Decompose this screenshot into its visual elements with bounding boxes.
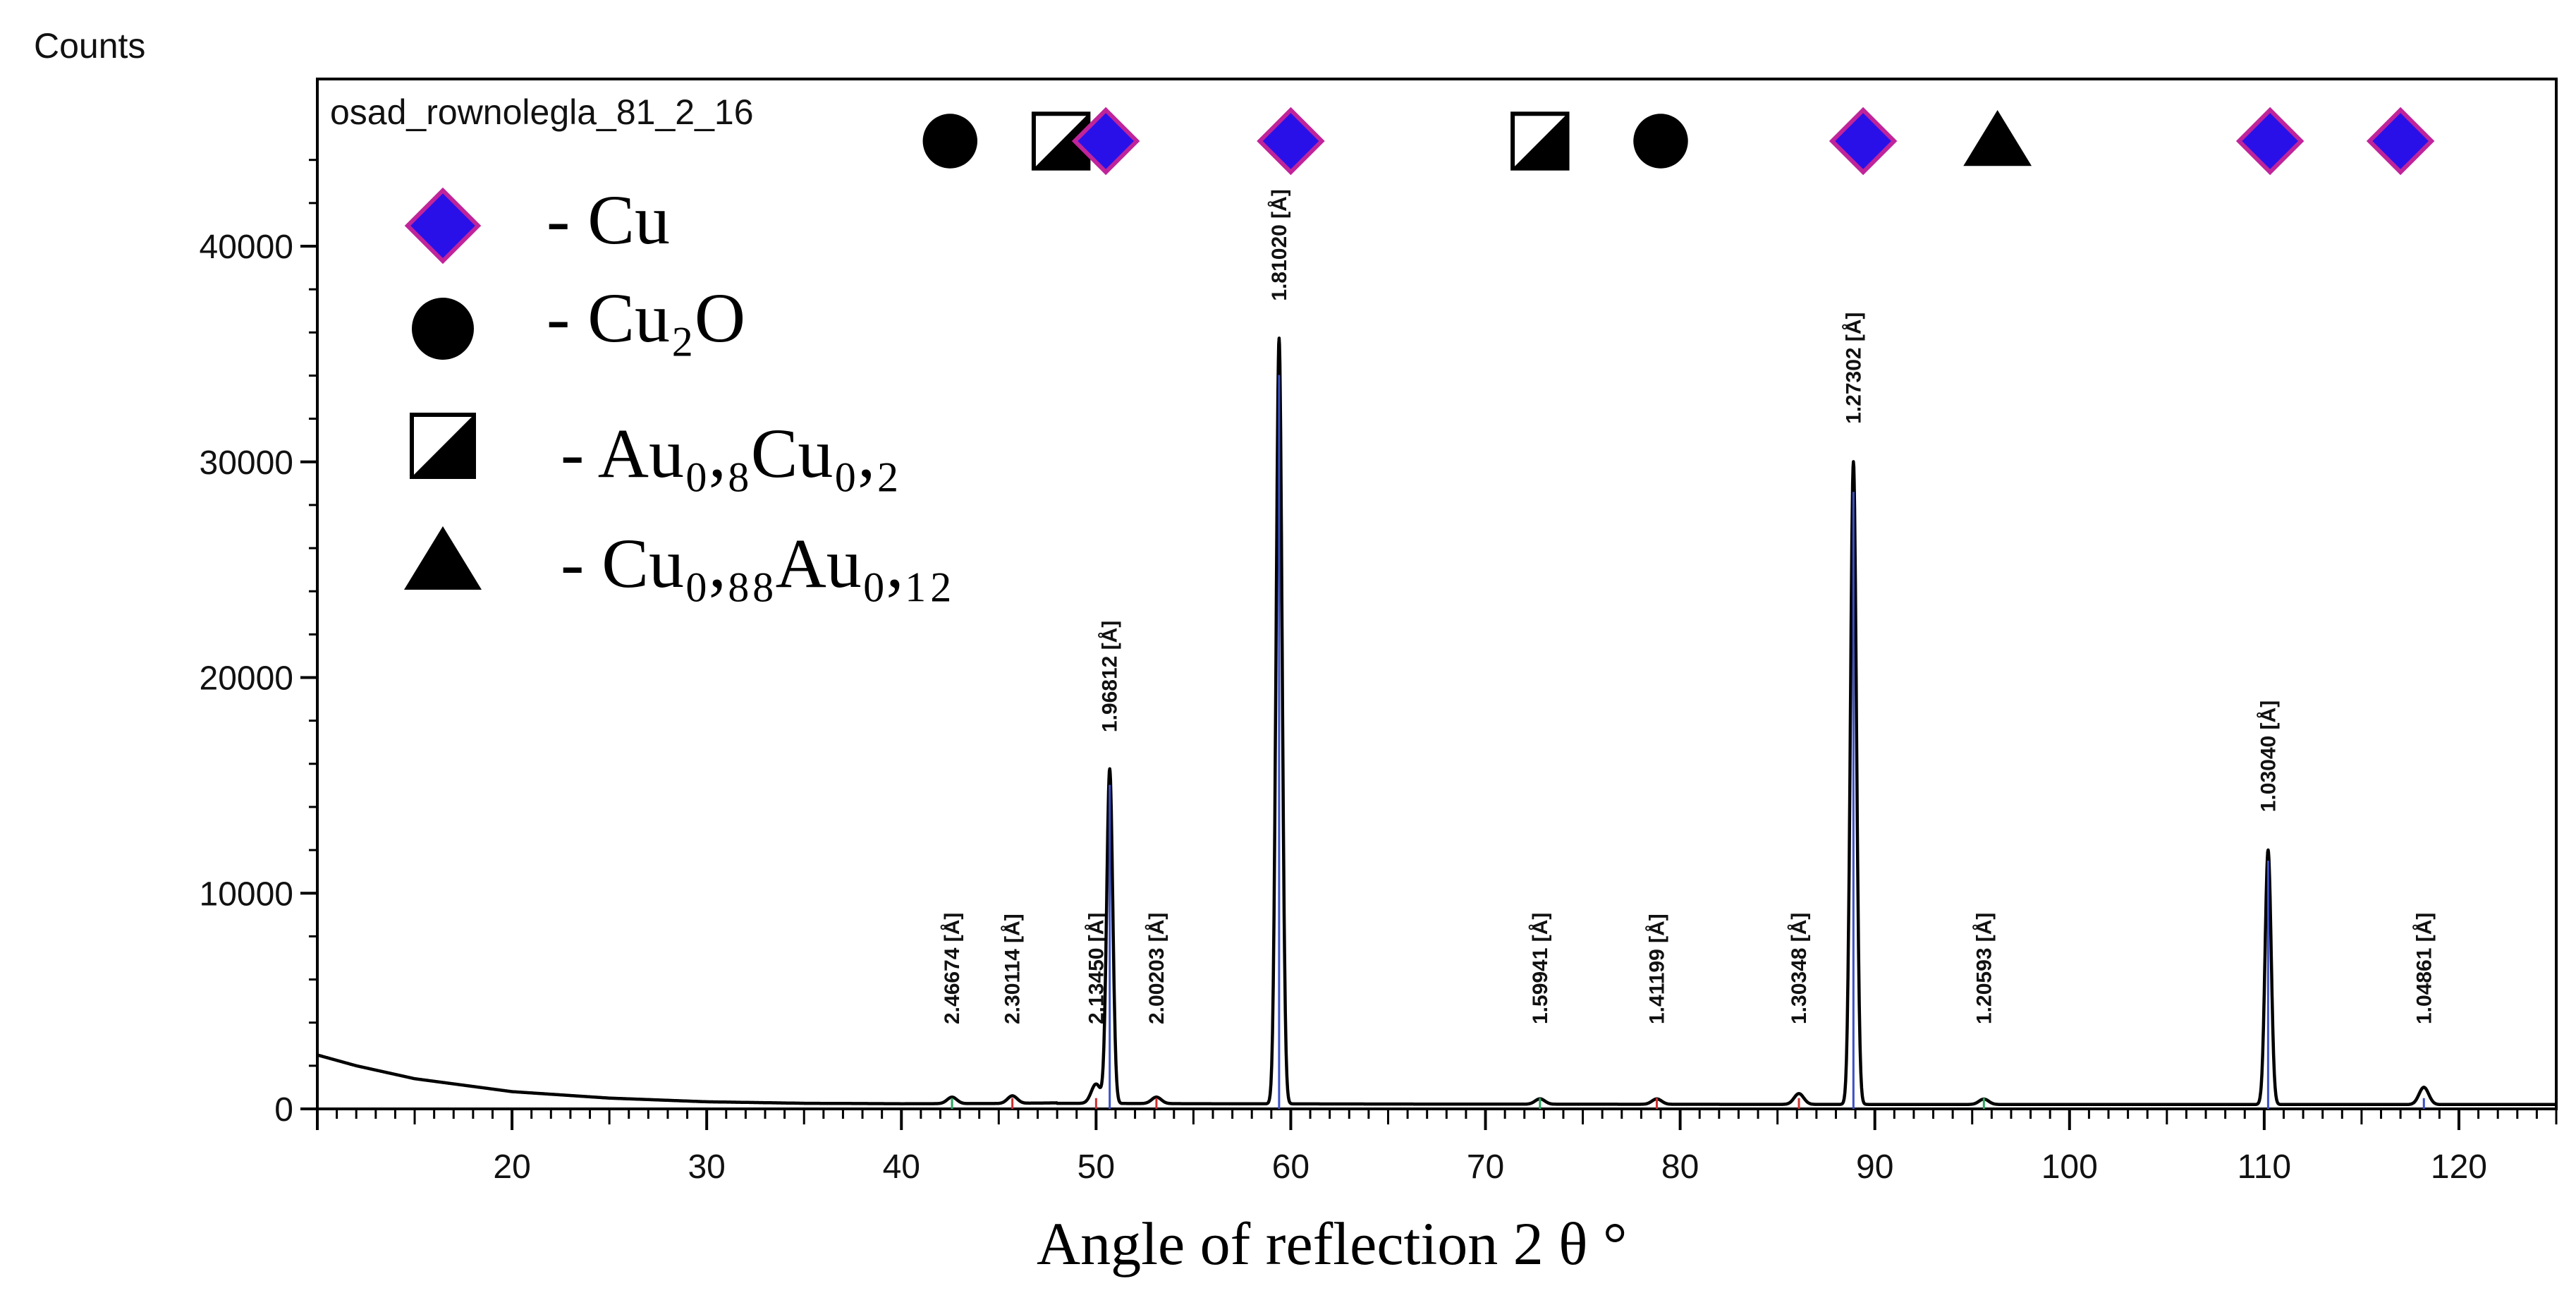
peak-label: 1.27302 [Å] bbox=[1842, 312, 1865, 423]
diamond-icon bbox=[404, 187, 482, 265]
y-tick-label: 30000 bbox=[200, 444, 293, 482]
y-tick-label: 20000 bbox=[200, 660, 293, 698]
peak-label: 1.59941 [Å] bbox=[1529, 913, 1552, 1024]
circle-icon bbox=[922, 114, 978, 169]
axes: 20 30 40 50 60 70 80 90 100 110 120 0 10000 20000 3000… bbox=[200, 159, 2558, 1186]
x-tick-label: 110 bbox=[2238, 1148, 2292, 1186]
x-tick-label: 30 bbox=[688, 1148, 725, 1186]
circle-icon bbox=[412, 298, 474, 360]
x-axis-label: Angle of reflection 2 θ ° bbox=[1037, 1210, 1627, 1277]
x-tick-label: 90 bbox=[1856, 1148, 1893, 1186]
peak-label: 1.30348 [Å] bbox=[1788, 913, 1811, 1024]
peak-label: 2.46674 [Å] bbox=[941, 913, 964, 1024]
y-tick-label: 0 bbox=[274, 1091, 293, 1129]
diffraction-pattern-line bbox=[316, 336, 2558, 1107]
circle-icon bbox=[1633, 114, 1688, 169]
peak-label: 1.20593 [Å] bbox=[1972, 913, 1996, 1024]
legend-label: - Cu₀,₈₈Au₀,₁₂ bbox=[561, 524, 953, 602]
diamond-icon bbox=[2235, 107, 2305, 176]
series bbox=[316, 336, 2558, 1109]
peak-label: 2.30114 [Å] bbox=[1001, 913, 1025, 1024]
x-tick-label: 50 bbox=[1078, 1148, 1115, 1186]
peak-label: 1.96812 [Å] bbox=[1099, 621, 1122, 732]
triangle-icon bbox=[404, 526, 482, 590]
phase-markers bbox=[922, 107, 2435, 176]
diamond-icon bbox=[1829, 107, 1898, 176]
x-tick-label: 40 bbox=[883, 1148, 920, 1186]
x-axis-label-backdrop bbox=[994, 1186, 1960, 1289]
y-tick-label: 10000 bbox=[200, 875, 293, 913]
y-axis-label: Counts bbox=[34, 26, 145, 66]
peak-label: 1.41199 [Å] bbox=[1645, 913, 1668, 1024]
x-tick-label: 60 bbox=[1272, 1148, 1310, 1186]
diamond-icon bbox=[1257, 107, 1325, 176]
x-tick-label: 100 bbox=[2041, 1148, 2098, 1186]
diamond-icon bbox=[2366, 107, 2435, 176]
triangle-icon bbox=[1963, 110, 2032, 166]
peak-labels: 2.46674 [Å] 2.30114 [Å] 2.13450 [Å]1.96812… bbox=[941, 189, 2436, 1024]
peak-label: 1.81020 [Å] bbox=[1268, 189, 1291, 301]
x-tick-label: 120 bbox=[2431, 1148, 2487, 1186]
legend-label: - Au₀,₈Cu₀,₂ bbox=[561, 414, 900, 492]
chart-title: osad_rownolegla_81_2_16 bbox=[330, 92, 754, 132]
peak-label: 1.03040 [Å] bbox=[2257, 700, 2280, 812]
legend-label: - Cu bbox=[547, 181, 670, 259]
y-tick-label: 40000 bbox=[200, 229, 293, 266]
half-square-fill bbox=[1513, 114, 1568, 169]
x-tick-label: 20 bbox=[493, 1148, 530, 1186]
legend: - Cu - Cu₂O - Au₀,₈Cu₀,₂ - Cu₀,₈₈Au₀,₁₂ bbox=[404, 181, 953, 602]
peak-label: 1.04861 [Å] bbox=[2412, 913, 2436, 1024]
x-tick-label: 70 bbox=[1467, 1148, 1504, 1186]
x-tick-label: 80 bbox=[1661, 1148, 1699, 1186]
legend-label: - Cu₂O bbox=[547, 279, 745, 357]
half-square-fill bbox=[1033, 114, 1089, 169]
peak-label: 2.00203 [Å] bbox=[1145, 913, 1168, 1024]
diamond-icon bbox=[1071, 107, 1140, 176]
half-square-fill bbox=[412, 415, 474, 477]
